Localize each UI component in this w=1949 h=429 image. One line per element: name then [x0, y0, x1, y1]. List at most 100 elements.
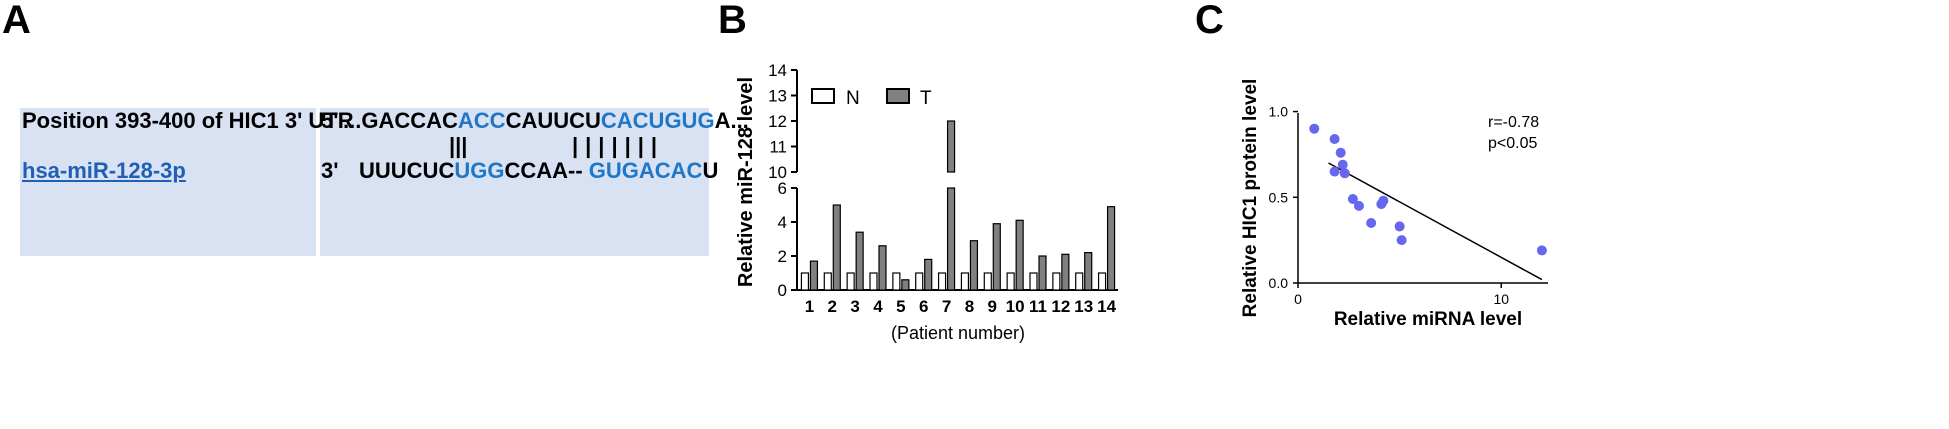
sequence-segment: CAUUCU — [505, 108, 601, 133]
bar-n — [1075, 272, 1084, 291]
sequence-segment: CCAA-- — [504, 158, 589, 183]
y-axis-title: Relative miR-128 level — [735, 77, 757, 287]
x-tick-label: 11 — [1029, 297, 1047, 316]
y-tick-label: 0 — [778, 281, 787, 300]
bar-n — [869, 272, 878, 291]
utr-sequence: ...GACCACACCCAUUCUCACUGUGA... — [343, 108, 749, 134]
x-tick-label: 6 — [919, 297, 928, 316]
data-point — [1376, 199, 1387, 210]
bar-n — [846, 272, 855, 291]
y-tick-label: 12 — [768, 112, 787, 131]
sequence-segment: GUGACAC — [588, 158, 703, 183]
y-tick-label: 1.0 — [1269, 104, 1289, 120]
regression-line — [1328, 162, 1543, 281]
sequence-segment: UGG — [454, 158, 505, 183]
data-point — [1337, 159, 1348, 170]
x-tick-label: 4 — [873, 297, 883, 316]
x-tick-label: 14 — [1097, 297, 1116, 316]
x-tick-label: 10 — [1493, 291, 1509, 307]
bar-t — [1038, 255, 1047, 291]
panel-letter-c: C — [1195, 0, 1224, 42]
bar-t — [969, 240, 979, 291]
sequence-segment: A... — [714, 108, 749, 133]
pairing-marks-3prime: ||||||| — [572, 133, 665, 158]
bar-n — [1006, 272, 1015, 291]
mirna-sequence: UUUCUCUGGCCAA-- GUGACACU — [359, 158, 718, 184]
bar-n — [1052, 272, 1061, 291]
bar-n — [823, 272, 832, 291]
bar-t — [1106, 206, 1116, 291]
annotation-p: p<0.05 — [1488, 135, 1537, 152]
y-axis-title: Relative HIC1 protein level — [1240, 79, 1261, 318]
mirna-name-link[interactable]: hsa-miR-128-3p — [22, 158, 186, 183]
bar-n — [892, 272, 901, 291]
bar-n — [800, 272, 810, 291]
y-tick-label: 10 — [768, 163, 787, 182]
pairing-marks-seed: ||| — [449, 133, 468, 158]
data-point — [1329, 166, 1340, 177]
y-tick-label: 6 — [778, 179, 787, 198]
scatter-chart: 0.0 0.5 1.0 0 10 r=-0.78 p<0.05 Relative miRNA … — [1240, 79, 1548, 330]
panel-letter-b: B — [718, 0, 747, 42]
bar-t — [924, 258, 933, 291]
sequence-segment: UUUCUC — [359, 158, 455, 183]
bar-n — [937, 272, 947, 291]
data-point — [1329, 134, 1340, 144]
x-tick-label: 0 — [1294, 291, 1302, 307]
bar-n — [983, 272, 992, 291]
data-point — [1353, 200, 1364, 211]
sequence-segment: ACC — [457, 108, 506, 133]
x-tick-label: 2 — [828, 297, 837, 316]
data-point — [1339, 168, 1350, 179]
annotation-r: r=-0.78 — [1488, 114, 1539, 131]
y-tick-label: 2 — [778, 247, 787, 266]
x-tick-label: 5 — [896, 297, 905, 316]
y-tick-label: 14 — [768, 61, 787, 80]
bar-t-upper — [946, 120, 956, 173]
data-point — [1396, 235, 1407, 246]
bar-n — [915, 272, 924, 291]
bar-t — [946, 187, 956, 291]
legend-label-n: N — [846, 88, 860, 109]
utr-position-label: Position 393-400 of HIC1 3' UTR — [22, 108, 354, 133]
legend-swatch-n — [811, 88, 835, 104]
y-tick-label: 0.5 — [1269, 189, 1289, 205]
data-point — [1335, 147, 1346, 158]
sequence-cell — [320, 108, 709, 256]
legend-label-t: T — [920, 88, 932, 109]
x-tick-label: 3 — [850, 297, 859, 316]
bar-n — [960, 272, 970, 291]
y-tick-label: 4 — [778, 213, 787, 232]
y-tick-label: 11 — [769, 138, 787, 157]
bar-t — [1061, 253, 1070, 291]
x-tick-label: 12 — [1051, 297, 1070, 316]
x-tick-label: 8 — [965, 297, 974, 316]
legend-swatch-t — [886, 88, 910, 104]
bar-t — [1015, 219, 1024, 291]
three-prime-label: 3' — [321, 158, 339, 183]
sequence-segment: CACUGUG — [600, 108, 715, 133]
x-axis-title: (Patient number) — [891, 323, 1025, 343]
y-tick-label: 13 — [768, 87, 787, 106]
x-axis-title: Relative miRNA level — [1334, 309, 1522, 330]
y-tick-label: 0.0 — [1269, 275, 1289, 291]
data-point — [1347, 194, 1358, 204]
x-tick-label: 10 — [1006, 297, 1025, 316]
data-point — [1309, 123, 1320, 134]
bar-t — [878, 245, 887, 291]
sequence-segment: ...GACCAC — [343, 108, 458, 133]
x-tick-label: 9 — [988, 297, 997, 316]
x-tick-label: 7 — [942, 297, 951, 316]
bar-t — [855, 231, 864, 291]
bar-t — [992, 223, 1001, 291]
bar-t — [1084, 252, 1093, 291]
bar-t — [832, 204, 841, 291]
label-cell — [20, 108, 316, 256]
bar-t — [901, 279, 910, 291]
x-tick-label: 1 — [805, 297, 814, 316]
bar-n — [1029, 272, 1038, 291]
data-point — [1536, 245, 1547, 256]
panel-a: A Position 393-400 of HIC1 3' UTR 5' ...… — [0, 0, 900, 429]
data-point — [1366, 218, 1377, 228]
